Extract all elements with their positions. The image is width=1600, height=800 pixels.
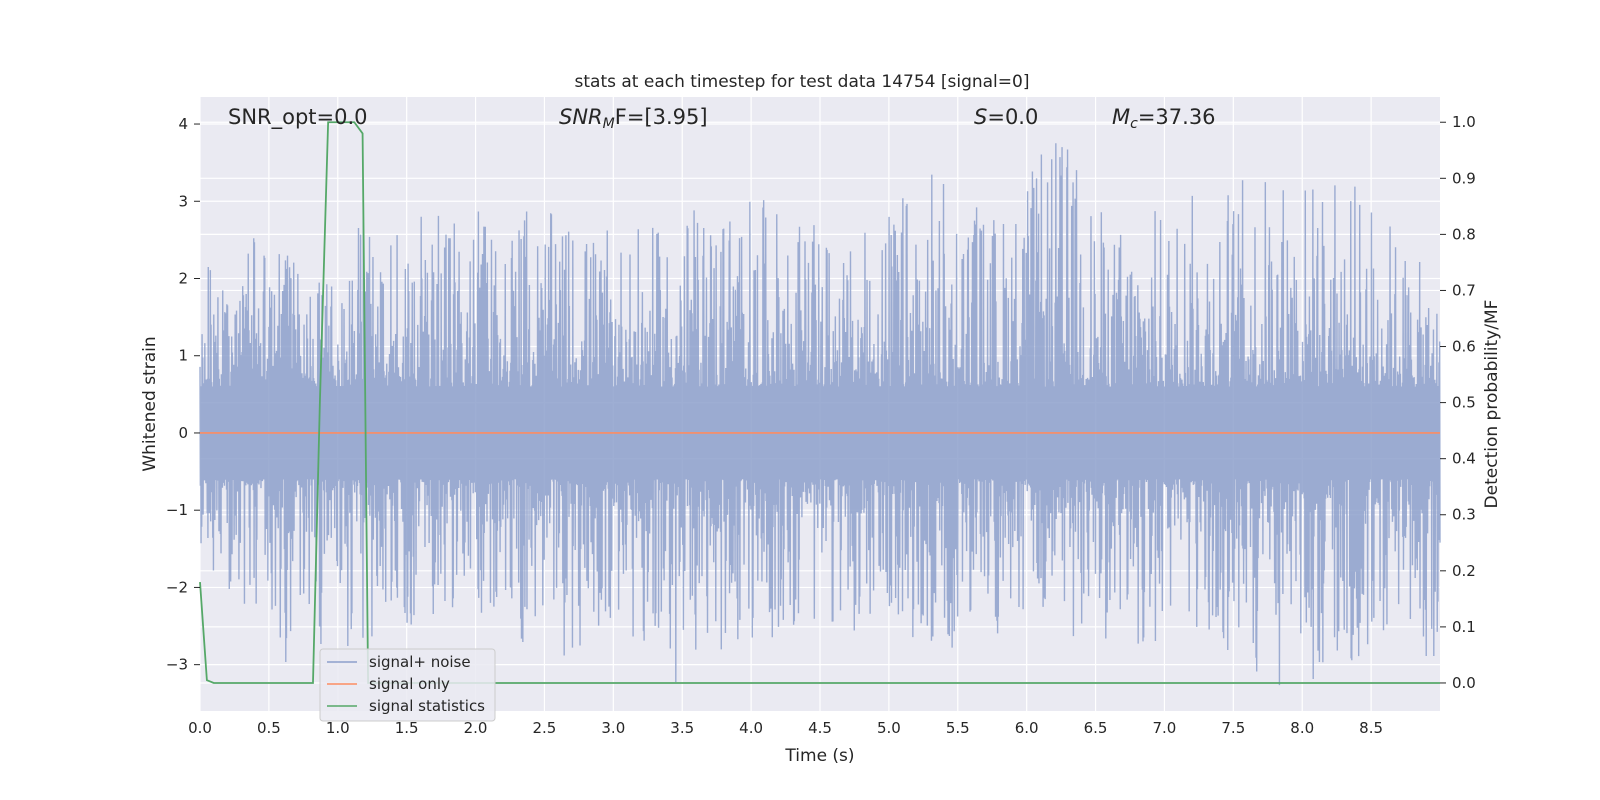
noise-trace xyxy=(199,143,1441,686)
x-tick-label: 5.0 xyxy=(877,719,901,737)
x-tick-label: 2.0 xyxy=(464,719,488,737)
annotation-mc: Mc=37.36 xyxy=(1112,105,1216,132)
x-tick-label: 4.5 xyxy=(808,719,832,737)
x-tick-label: 0.0 xyxy=(188,719,212,737)
legend: signal+ noise signal only signal statist… xyxy=(319,648,496,722)
y-tick-label: −1 xyxy=(166,501,188,519)
y-axis-right-label: Detection probability/MF xyxy=(1482,300,1502,509)
y-axis-left-ticks: 4 3 2 1 0 −1 −2 −3 xyxy=(166,115,200,674)
x-tick-label: 8.5 xyxy=(1359,719,1383,737)
y-right-tick-label: 0.1 xyxy=(1452,618,1476,636)
x-tick-label: 3.0 xyxy=(601,719,625,737)
annotation-snr-opt: SNR_opt=0.0 xyxy=(228,105,368,130)
x-tick-label: 6.0 xyxy=(1015,719,1039,737)
y-tick-label: 2 xyxy=(178,269,188,287)
x-tick-label: 2.5 xyxy=(533,719,557,737)
chart-title: stats at each timestep for test data 147… xyxy=(575,72,1030,92)
annotation-snr-mf-rest: F=[3.95] xyxy=(615,105,708,129)
y-right-tick-label: 0.0 xyxy=(1452,674,1476,692)
legend-label-signal-only: signal only xyxy=(369,675,450,693)
y-tick-label: 0 xyxy=(178,424,188,442)
annotation-s: S=0.0 xyxy=(974,105,1038,129)
x-tick-label: 6.5 xyxy=(1084,719,1108,737)
y-right-tick-label: 0.8 xyxy=(1452,225,1476,243)
annotation-s-rest: =0.0 xyxy=(987,105,1038,129)
y-axis-left-label: Whitened strain xyxy=(140,336,160,471)
y-right-tick-label: 0.7 xyxy=(1452,281,1476,299)
x-tick-label: 4.0 xyxy=(739,719,763,737)
annotation-s-main: S xyxy=(974,105,987,129)
y-right-tick-label: 0.5 xyxy=(1452,394,1476,412)
legend-box xyxy=(319,648,496,722)
legend-label-signal-statistics: signal statistics xyxy=(369,697,485,715)
annotation-snr-mf-sub: M xyxy=(603,116,615,132)
annotation-snr-mf-main: SNR xyxy=(559,105,603,129)
y-tick-label: −3 xyxy=(166,656,188,674)
annotation-mc-main: M xyxy=(1112,105,1130,129)
y-right-tick-label: 1.0 xyxy=(1452,113,1476,131)
y-axis-right-ticks: 1.0 0.9 0.8 0.7 0.6 0.5 0.4 0.3 0.2 0.1 0.0 xyxy=(1440,113,1476,692)
x-tick-label: 7.5 xyxy=(1221,719,1245,737)
y-right-tick-label: 0.6 xyxy=(1452,338,1476,356)
y-right-tick-label: 0.9 xyxy=(1452,169,1476,187)
annotation-mc-rest: =37.36 xyxy=(1138,105,1216,129)
y-tick-label: 4 xyxy=(178,115,188,133)
series-signal-noise xyxy=(199,143,1441,686)
y-right-tick-label: 0.3 xyxy=(1452,506,1476,524)
annotation-snr-mf: SNRMF=[3.95] xyxy=(559,105,708,132)
x-tick-label: 1.0 xyxy=(326,719,350,737)
x-tick-label: 5.5 xyxy=(946,719,970,737)
y-right-tick-label: 0.4 xyxy=(1452,450,1476,468)
x-tick-label: 7.0 xyxy=(1153,719,1177,737)
x-axis-ticks: 0.0 0.5 1.0 1.5 2.0 2.5 3.0 3.5 4.0 4.5 5.0 5.5 6.0 6… xyxy=(188,719,1383,737)
annotation-mc-sub: c xyxy=(1130,116,1138,132)
x-axis-label: Time (s) xyxy=(784,746,854,766)
y-tick-label: −2 xyxy=(166,578,188,596)
x-tick-label: 8.0 xyxy=(1290,719,1314,737)
y-tick-label: 1 xyxy=(178,347,188,365)
x-tick-label: 0.5 xyxy=(257,719,281,737)
x-tick-label: 1.5 xyxy=(395,719,419,737)
y-right-tick-label: 0.2 xyxy=(1452,562,1476,580)
y-tick-label: 3 xyxy=(178,192,188,210)
legend-label-signal-noise: signal+ noise xyxy=(369,653,471,671)
x-tick-label: 3.5 xyxy=(670,719,694,737)
